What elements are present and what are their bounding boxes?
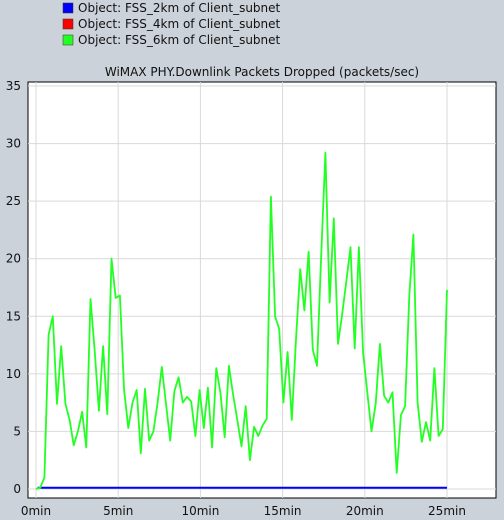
y-tick-label: 15 <box>6 309 21 323</box>
y-tick-label: 25 <box>6 194 21 208</box>
legend-label: Object: FSS_2km of Client_subnet <box>78 1 281 15</box>
y-tick-label: 0 <box>13 482 21 496</box>
legend: Object: FSS_2km of Client_subnet Object: … <box>62 1 281 47</box>
legend-swatch <box>62 34 74 46</box>
x-tick-label: 10min <box>181 504 219 518</box>
y-tick-label: 30 <box>6 137 21 151</box>
legend-swatch <box>62 2 74 14</box>
x-axis-ticks: 0min 5min 10min 15min 20min 25min <box>21 504 466 518</box>
legend-swatch <box>62 18 74 30</box>
legend-label: Object: FSS_4km of Client_subnet <box>78 17 281 31</box>
y-tick-label: 5 <box>13 424 21 438</box>
legend-label: Object: FSS_6km of Client_subnet <box>78 33 281 47</box>
y-tick-label: 35 <box>6 79 21 93</box>
series-group <box>35 151 448 490</box>
plot-area <box>27 81 497 499</box>
x-tick-label: 20min <box>346 504 384 518</box>
x-tick-label: 5min <box>103 504 133 518</box>
y-tick-label: 10 <box>6 367 21 381</box>
y-tick-label: 20 <box>6 252 21 266</box>
chart-title: WiMAX PHY.Downlink Packets Dropped (pack… <box>105 65 419 79</box>
x-tick-label: 0min <box>21 504 51 518</box>
x-tick-label: 15min <box>264 504 302 518</box>
x-tick-label: 25min <box>428 504 466 518</box>
series-line <box>35 151 448 490</box>
y-axis-ticks: 0 5 10 15 20 25 30 35 <box>6 79 21 496</box>
